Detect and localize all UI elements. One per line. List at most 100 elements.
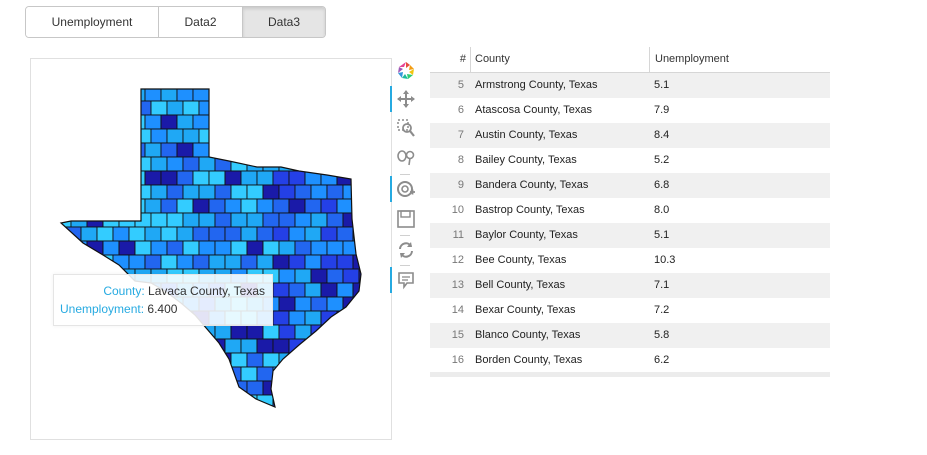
table-row[interactable]: 10 Bastrop County, Texas 8.0 bbox=[430, 198, 830, 223]
table-row[interactable]: 13 Bell County, Texas 7.1 bbox=[430, 273, 830, 298]
table-row[interactable]: 11 Baylor County, Texas 5.1 bbox=[430, 223, 830, 248]
county-shape[interactable] bbox=[208, 87, 226, 102]
county-shape[interactable] bbox=[336, 282, 354, 298]
county-shape[interactable] bbox=[176, 226, 194, 242]
county-shape[interactable] bbox=[320, 142, 338, 158]
county-shape[interactable] bbox=[263, 409, 279, 423]
table-row[interactable]: 15 Blanco County, Texas 5.8 bbox=[430, 323, 830, 348]
county-shape[interactable] bbox=[336, 338, 354, 354]
county-shape[interactable] bbox=[310, 380, 328, 396]
county-shape[interactable] bbox=[160, 114, 178, 130]
county-shape[interactable] bbox=[294, 184, 312, 200]
county-shape[interactable] bbox=[198, 128, 216, 144]
county-shape[interactable] bbox=[49, 142, 66, 158]
county-shape[interactable] bbox=[278, 212, 296, 228]
county-shape[interactable] bbox=[64, 338, 82, 354]
county-shape[interactable] bbox=[160, 170, 178, 186]
county-shape[interactable] bbox=[231, 409, 247, 423]
unemployment-cell[interactable]: 7.9 bbox=[654, 104, 670, 116]
county-cell[interactable]: Bexar County, Texas bbox=[475, 304, 576, 316]
county-shape[interactable] bbox=[288, 366, 306, 382]
tab-data3[interactable]: Data3 bbox=[243, 7, 325, 37]
county-shape[interactable] bbox=[150, 240, 168, 256]
county-shape[interactable] bbox=[208, 170, 226, 186]
county-shape[interactable] bbox=[336, 394, 354, 409]
county-shape[interactable] bbox=[102, 240, 120, 256]
county-shape[interactable] bbox=[128, 198, 146, 214]
county-shape[interactable] bbox=[144, 170, 162, 186]
county-shape[interactable] bbox=[310, 212, 328, 228]
county-shape[interactable] bbox=[198, 324, 216, 340]
county-shape[interactable] bbox=[150, 128, 168, 144]
county-shape[interactable] bbox=[230, 324, 248, 340]
county-shape[interactable] bbox=[118, 324, 136, 340]
county-shape[interactable] bbox=[262, 240, 280, 256]
county-shape[interactable] bbox=[128, 254, 146, 270]
county-shape[interactable] bbox=[256, 87, 274, 102]
county-shape[interactable] bbox=[352, 87, 369, 102]
county-shape[interactable] bbox=[80, 254, 98, 270]
table-row[interactable]: 5 Armstrong County, Texas 5.1 bbox=[430, 73, 830, 98]
county-shape[interactable] bbox=[240, 142, 258, 158]
county-shape[interactable] bbox=[304, 366, 322, 382]
county-shape[interactable] bbox=[288, 198, 306, 214]
county-shape[interactable] bbox=[134, 380, 152, 396]
box-zoom-tool-button[interactable] bbox=[390, 115, 420, 141]
county-shape[interactable] bbox=[320, 226, 338, 242]
county-shape[interactable] bbox=[278, 240, 296, 256]
county-shape[interactable] bbox=[208, 226, 226, 242]
county-shape[interactable] bbox=[176, 142, 194, 158]
county-shape[interactable] bbox=[295, 409, 311, 423]
county-shape[interactable] bbox=[208, 198, 226, 214]
county-shape[interactable] bbox=[310, 268, 328, 284]
reset-tool-button[interactable] bbox=[390, 237, 420, 263]
county-shape[interactable] bbox=[246, 212, 264, 228]
county-cell[interactable]: Armstrong County, Texas bbox=[475, 79, 598, 91]
county-shape[interactable] bbox=[176, 198, 194, 214]
county-shape[interactable] bbox=[192, 338, 210, 354]
county-shape[interactable] bbox=[118, 352, 136, 368]
county-shape[interactable] bbox=[70, 324, 88, 340]
county-shape[interactable] bbox=[103, 409, 119, 423]
county-shape[interactable] bbox=[96, 394, 114, 409]
county-shape[interactable] bbox=[160, 142, 178, 158]
pan-tool-button[interactable] bbox=[390, 86, 420, 112]
county-shape[interactable] bbox=[208, 366, 226, 382]
county-shape[interactable] bbox=[160, 338, 178, 354]
county-shape[interactable] bbox=[278, 324, 296, 340]
county-shape[interactable] bbox=[326, 156, 344, 172]
row-index-cell[interactable]: 8 bbox=[457, 154, 464, 166]
county-shape[interactable] bbox=[102, 352, 120, 368]
county-shape[interactable] bbox=[326, 240, 344, 256]
county-shape[interactable] bbox=[310, 324, 328, 340]
county-shape[interactable] bbox=[80, 142, 98, 158]
county-shape[interactable] bbox=[358, 240, 375, 256]
county-shape[interactable] bbox=[288, 394, 306, 409]
county-shape[interactable] bbox=[288, 170, 306, 186]
county-shape[interactable] bbox=[183, 409, 199, 423]
county-shape[interactable] bbox=[118, 380, 136, 396]
county-shape[interactable] bbox=[64, 366, 82, 382]
county-shape[interactable] bbox=[288, 282, 306, 298]
table-row[interactable]: 9 Bandera County, Texas 6.8 bbox=[430, 173, 830, 198]
county-shape[interactable] bbox=[272, 226, 290, 242]
county-shape[interactable] bbox=[118, 156, 136, 172]
county-shape[interactable] bbox=[192, 114, 210, 130]
county-shape[interactable] bbox=[208, 114, 226, 130]
county-shape[interactable] bbox=[144, 254, 162, 270]
county-shape[interactable] bbox=[192, 366, 210, 382]
county-shape[interactable] bbox=[70, 156, 88, 172]
county-shape[interactable] bbox=[55, 240, 72, 256]
county-shape[interactable] bbox=[87, 409, 103, 423]
county-shape[interactable] bbox=[150, 184, 168, 200]
county-shape[interactable] bbox=[208, 254, 226, 270]
table-row[interactable]: 12 Bee County, Texas 10.3 bbox=[430, 248, 830, 273]
county-shape[interactable] bbox=[246, 156, 264, 172]
county-shape[interactable] bbox=[86, 184, 104, 200]
county-shape[interactable] bbox=[182, 240, 200, 256]
county-shape[interactable] bbox=[166, 352, 184, 368]
county-shape[interactable] bbox=[262, 324, 280, 340]
county-shape[interactable] bbox=[272, 310, 290, 326]
county-shape[interactable] bbox=[49, 87, 66, 102]
county-shape[interactable] bbox=[320, 394, 338, 409]
